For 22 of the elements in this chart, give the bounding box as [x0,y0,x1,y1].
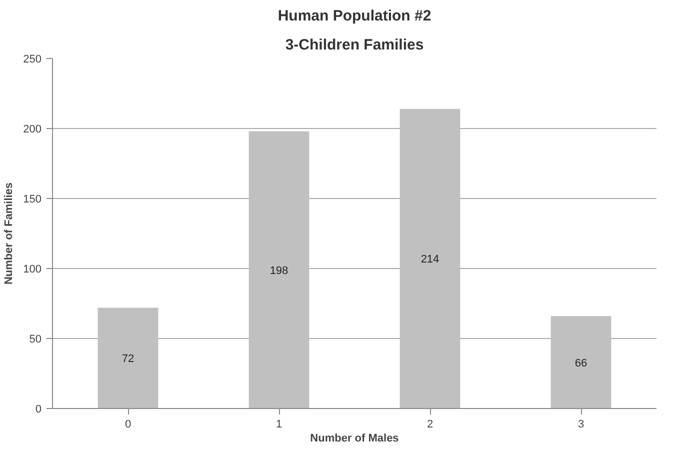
bar [248,131,310,408]
y-tick-label: 100 [23,264,42,276]
data-label: 198 [270,264,288,277]
x-tick-label: 2 [426,418,434,430]
y-axis-title: Number of Families [3,182,16,285]
y-tick-label: 250 [23,54,42,66]
x-tick-label: 1 [276,418,282,430]
data-label: 72 [122,353,134,366]
y-tick-label: 150 [23,194,42,206]
bar [98,308,158,408]
y-tick-label: 50 [29,334,42,346]
chart-subtitle: 3-Children Families [285,36,424,54]
bar [400,108,460,408]
bar [550,316,612,408]
x-tick-label: 0 [124,418,132,430]
data-label: 214 [420,254,440,266]
x-tick-label: 3 [578,418,584,430]
y-tick-label: 200 [23,124,42,136]
y-tick-label: 0 [35,404,42,416]
chart-title: Human Population #2 [278,8,432,24]
data-label: 66 [574,357,588,370]
x-axis-title: Number of Males [310,432,399,444]
